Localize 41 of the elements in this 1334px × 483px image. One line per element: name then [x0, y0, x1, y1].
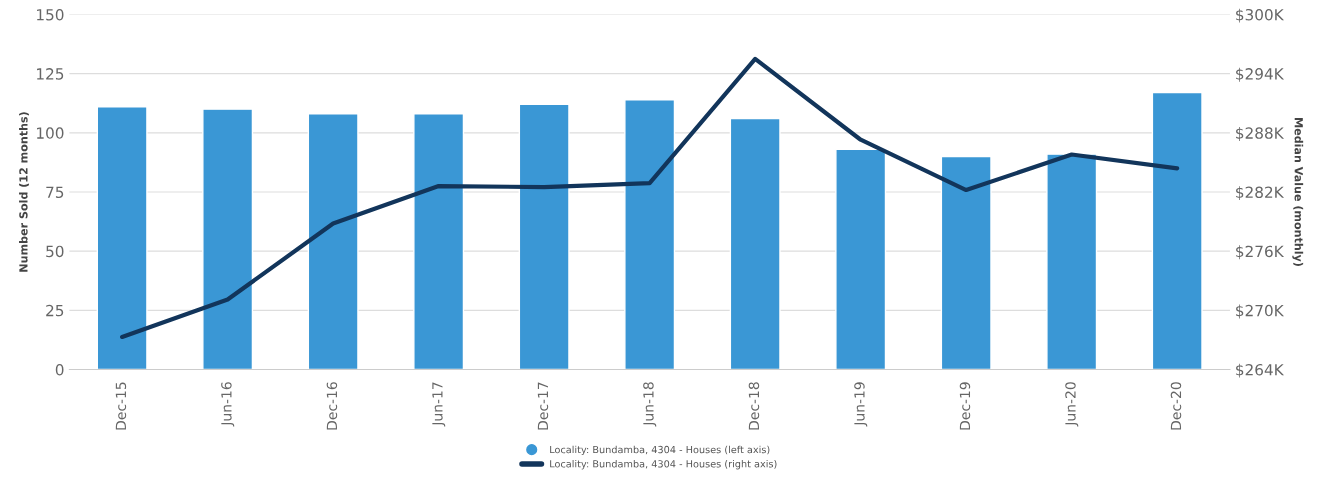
y2-tick-label: $276K: [1236, 245, 1285, 260]
y-tick-label: 150: [37, 8, 64, 21]
x-tick-label: Jun-18: [643, 382, 657, 427]
x-tick-label: Jun-19: [854, 382, 868, 427]
bar: [202, 108, 254, 370]
y-tick-label: 125: [37, 68, 64, 80]
line-series: [120, 56, 1180, 340]
x-tick-label: Jun-20: [1065, 382, 1079, 427]
y-axis-title: Number Sold (12 months): [19, 112, 29, 272]
y2-tick-label: $300K: [1236, 8, 1285, 23]
x-tick-label: Jun-17: [432, 382, 446, 427]
bar: [729, 117, 781, 370]
y2-tick-label: $288K: [1236, 127, 1285, 141]
y2-tick-label: $264K: [1236, 363, 1285, 378]
x-tick-label: Dec-17: [537, 382, 549, 430]
y-tick-label: 100: [37, 127, 64, 139]
y-tick-label: 50: [46, 245, 64, 258]
bar: [624, 98, 676, 370]
y2-tick-label: $294K: [1236, 67, 1285, 82]
x-tick-label: Dec-16: [326, 382, 338, 430]
bar: [1151, 91, 1203, 370]
y2-axis-title: Median Value (monthly): [1292, 118, 1304, 266]
y-tick-label: 0: [55, 363, 64, 376]
x-tick-label: Dec-18: [748, 382, 760, 430]
y2-tick-label: $282K: [1236, 186, 1285, 201]
x-tick-label: Dec-20: [1170, 382, 1182, 430]
y-tick-label: 75: [46, 186, 64, 199]
bar: [835, 148, 887, 370]
legend-label: Locality: Bundamba, 4304 - Houses (right axis): [550, 459, 777, 470]
bar: [940, 155, 992, 370]
legend-label: Locality: Bundamba, 4304 - Houses (left axis): [550, 445, 770, 456]
x-tick-label: Dec-15: [115, 382, 127, 430]
bar: [413, 113, 465, 370]
bar: [1046, 153, 1098, 370]
bar: [96, 106, 148, 370]
x-tick-label: Jun-16: [221, 382, 235, 427]
y-tick-label: 25: [46, 304, 64, 317]
bar: [518, 103, 570, 370]
bar: [307, 113, 359, 370]
x-tick-label: Dec-19: [959, 382, 971, 430]
y2-tick-label: $270K: [1236, 304, 1285, 319]
